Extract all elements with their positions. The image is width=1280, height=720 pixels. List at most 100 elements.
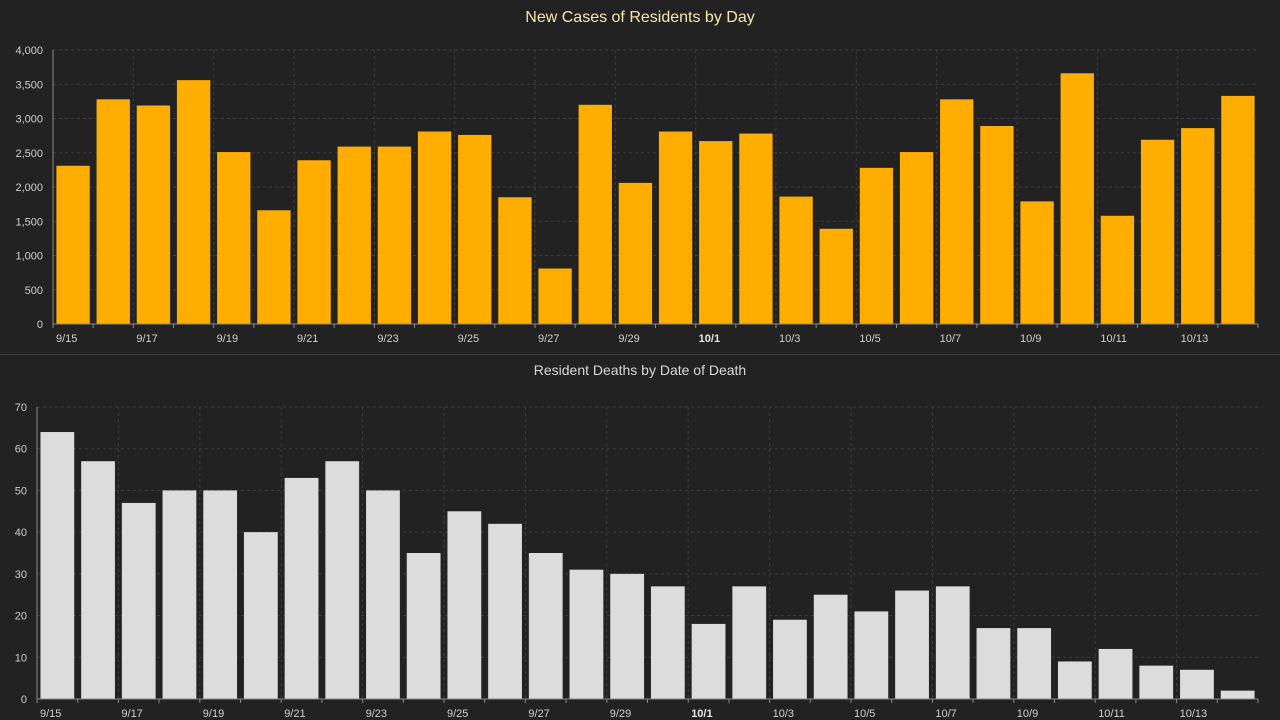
cases-x-tick-label: 10/3 — [779, 333, 800, 345]
deaths-x-tick-label: 9/19 — [203, 708, 224, 720]
deaths-bar-10-4[interactable] — [813, 594, 848, 699]
deaths-bar-9-21[interactable] — [284, 477, 319, 699]
cases-bar-9-17[interactable] — [136, 105, 171, 324]
deaths-y-tick-label: 10 — [15, 652, 27, 664]
deaths-x-tick-label: 9/29 — [610, 708, 631, 720]
deaths-bar-9-24[interactable] — [406, 553, 441, 699]
cases-bar-9-19[interactable] — [217, 152, 251, 324]
cases-x-tick-label: 9/27 — [538, 333, 559, 345]
cases-bar-10-1[interactable] — [699, 141, 733, 324]
new-cases-chart-title: New Cases of Residents by Day — [525, 9, 754, 26]
cases-x-tick-label: 10/13 — [1181, 333, 1209, 345]
cases-bar-10-6[interactable] — [899, 152, 934, 324]
deaths-bar-10-3[interactable] — [773, 619, 807, 699]
cases-bar-9-18[interactable] — [176, 80, 211, 324]
cases-x-tick-label: 9/15 — [56, 333, 77, 345]
cases-bar-10-13[interactable] — [1181, 128, 1215, 324]
cases-bar-10-11[interactable] — [1100, 215, 1135, 324]
deaths-bar-10-14[interactable] — [1220, 690, 1255, 699]
deaths-bar-10-1[interactable] — [691, 623, 726, 699]
cases-y-tick-label: 2,000 — [15, 182, 43, 194]
deaths-bar-9-23[interactable] — [366, 490, 400, 699]
cases-bar-9-26[interactable] — [498, 197, 532, 324]
deaths-bar-10-6[interactable] — [895, 590, 929, 699]
deaths-bar-9-22[interactable] — [325, 461, 360, 699]
cases-bar-9-15[interactable] — [56, 165, 90, 324]
cases-bar-9-28[interactable] — [578, 104, 612, 324]
cases-bar-10-3[interactable] — [779, 196, 813, 324]
cases-bar-9-27[interactable] — [538, 268, 572, 324]
cases-y-tick-label: 2,500 — [15, 148, 43, 160]
deaths-bar-10-9[interactable] — [1017, 628, 1052, 699]
cases-y-tick-label: 3,000 — [15, 114, 43, 126]
deaths-bar-10-10[interactable] — [1057, 661, 1092, 699]
deaths-y-tick-label: 0 — [21, 694, 27, 706]
cases-bar-9-25[interactable] — [458, 134, 492, 324]
cases-bar-9-29[interactable] — [618, 182, 653, 324]
cases-y-tick-label: 3,500 — [15, 79, 43, 91]
deaths-bar-9-20[interactable] — [243, 532, 278, 699]
cases-y-tick-label: 1,500 — [15, 216, 43, 228]
cases-y-tick-label: 500 — [25, 285, 43, 297]
cases-bar-10-4[interactable] — [819, 228, 853, 324]
deaths-bar-10-13[interactable] — [1180, 669, 1214, 699]
cases-x-tick-label: 9/21 — [297, 333, 318, 345]
deaths-bar-9-29[interactable] — [610, 573, 645, 699]
deaths-bar-9-25[interactable] — [447, 511, 482, 699]
deaths-bar-10-5[interactable] — [854, 611, 889, 699]
cases-x-tick-label: 9/17 — [136, 333, 157, 345]
cases-bar-10-8[interactable] — [980, 126, 1014, 324]
deaths-x-tick-label: 10/7 — [935, 708, 956, 720]
deaths-bar-10-11[interactable] — [1098, 648, 1133, 699]
cases-bar-9-23[interactable] — [377, 146, 412, 324]
deaths-x-tick-label: 9/23 — [366, 708, 387, 720]
deaths-bar-9-26[interactable] — [488, 523, 522, 699]
deaths-x-tick-label: 9/27 — [528, 708, 549, 720]
cases-bar-9-16[interactable] — [96, 99, 130, 324]
deaths-x-tick-label: 10/5 — [854, 708, 875, 720]
cases-x-tick-label: 10/5 — [859, 333, 880, 345]
deaths-y-tick-label: 30 — [15, 569, 27, 581]
cases-bar-9-21[interactable] — [297, 160, 331, 324]
cases-x-tick-label: 9/25 — [458, 333, 479, 345]
cases-y-tick-label: 1,000 — [15, 251, 43, 263]
cases-bar-10-2[interactable] — [739, 133, 773, 324]
cases-x-tick-label: 10/1 — [699, 333, 720, 345]
cases-x-tick-label: 9/23 — [377, 333, 398, 345]
deaths-bar-10-7[interactable] — [935, 586, 970, 699]
cases-bar-9-24[interactable] — [417, 131, 452, 324]
deaths-bar-9-17[interactable] — [121, 502, 156, 699]
deaths-x-tick-label: 9/21 — [284, 708, 305, 720]
cases-bar-10-7[interactable] — [940, 99, 974, 324]
deaths-bar-9-19[interactable] — [203, 490, 238, 699]
deaths-bar-9-15[interactable] — [40, 432, 75, 699]
cases-bar-10-14[interactable] — [1221, 95, 1255, 325]
cases-bar-9-30[interactable] — [658, 131, 693, 324]
deaths-y-tick-label: 70 — [15, 402, 27, 414]
deaths-y-tick-label: 40 — [15, 527, 27, 539]
deaths-y-tick-label: 60 — [15, 444, 27, 456]
deaths-bar-9-18[interactable] — [162, 490, 197, 699]
deaths-bar-9-30[interactable] — [650, 586, 685, 699]
deaths-bar-10-2[interactable] — [732, 586, 767, 699]
new-cases-chart: New Cases of Residents by Day 0 500 1,000 1… — [15, 9, 1259, 345]
cases-y-tick-label: 0 — [37, 319, 43, 331]
deaths-bar-10-8[interactable] — [976, 628, 1011, 699]
deaths-x-tick-label: 9/25 — [447, 708, 468, 720]
deaths-x-tick-label: 10/9 — [1017, 708, 1038, 720]
cases-bar-9-20[interactable] — [257, 210, 291, 324]
deaths-x-tick-label: 9/17 — [121, 708, 142, 720]
cases-bar-10-10[interactable] — [1060, 73, 1094, 324]
cases-bar-10-5[interactable] — [859, 167, 894, 324]
deaths-bar-10-12[interactable] — [1139, 665, 1174, 699]
deaths-x-tick-label: 10/13 — [1180, 708, 1208, 720]
cases-bar-9-22[interactable] — [337, 146, 371, 324]
cases-y-tick-label: 4,000 — [15, 45, 43, 57]
cases-bar-10-12[interactable] — [1140, 139, 1175, 324]
cases-bar-10-9[interactable] — [1020, 201, 1054, 324]
resident-deaths-chart-title: Resident Deaths by Date of Death — [534, 362, 746, 378]
deaths-bar-9-27[interactable] — [528, 553, 563, 699]
deaths-bar-9-28[interactable] — [569, 569, 604, 699]
deaths-bar-9-16[interactable] — [81, 461, 115, 699]
